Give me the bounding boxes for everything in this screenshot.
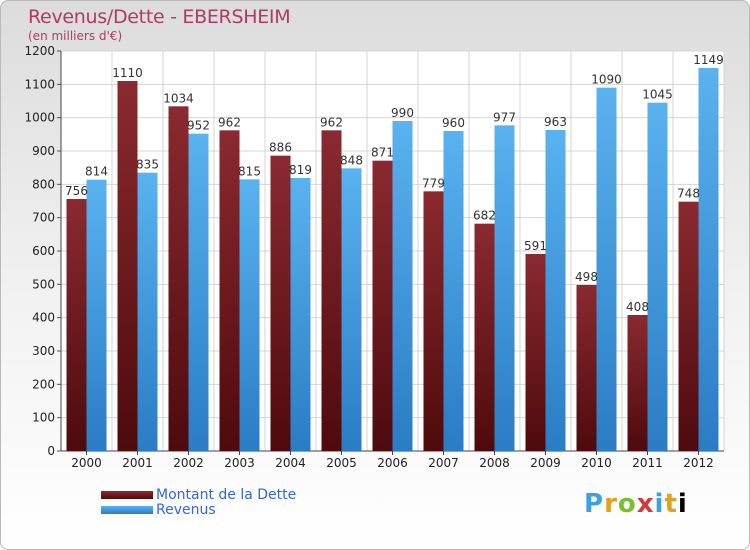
bar-debt	[678, 201, 699, 451]
y-tick-label: 500	[32, 277, 55, 291]
bar-debt	[270, 155, 291, 451]
logo-letter: x	[636, 489, 655, 519]
bar-revenue	[494, 125, 515, 451]
data-label-revenue: 848	[340, 153, 363, 167]
y-tick-label: 700	[32, 211, 55, 225]
legend: Montant de la Dette Revenus	[101, 486, 297, 518]
logo-letter: o	[617, 489, 637, 519]
data-label-debt: 886	[269, 141, 292, 155]
bar-revenue	[239, 179, 260, 452]
y-tick-label: 400	[32, 311, 55, 325]
data-label-revenue: 963	[544, 115, 567, 129]
data-label-debt: 682	[473, 209, 496, 223]
y-tick-label: 100	[32, 411, 55, 425]
proxiti-logo: Proxiti	[584, 489, 688, 519]
data-label-revenue: 814	[85, 165, 108, 179]
bar-debt	[321, 130, 342, 452]
data-label-revenue: 960	[442, 116, 465, 130]
y-tick-label: 800	[32, 177, 55, 191]
y-tick-label: 1100	[24, 77, 55, 91]
y-tick-label: 600	[32, 244, 55, 258]
bar-revenue	[86, 179, 107, 451]
label-layer: 756 814 1110 835 1034 952 962 815 886 819 962 848 87…	[65, 53, 724, 314]
logo-letter: i	[677, 489, 688, 519]
bar-revenue	[188, 133, 209, 451]
y-tick-label: 1200	[24, 44, 55, 58]
data-label-revenue: 990	[391, 106, 414, 120]
bar-debt	[576, 285, 597, 451]
data-label-debt: 1034	[163, 91, 194, 105]
x-tick-label: 2007	[428, 456, 459, 470]
data-label-revenue: 835	[136, 158, 159, 172]
bar-revenue	[392, 121, 413, 451]
bar-revenue	[698, 68, 719, 451]
data-label-debt: 871	[371, 146, 394, 160]
data-label-revenue: 952	[187, 119, 210, 133]
legend-item-revenue: Revenus	[101, 501, 296, 518]
legend-swatch-revenue	[101, 505, 153, 514]
legend-label-debt: Montant de la Dette	[156, 486, 297, 503]
data-label-debt: 756	[65, 184, 88, 198]
bar-layer	[66, 68, 719, 452]
data-label-revenue: 1090	[591, 73, 622, 87]
logo-letter: P	[584, 489, 605, 519]
data-label-debt: 748	[677, 187, 700, 201]
y-tick-label: 1000	[24, 111, 55, 125]
legend-swatch-debt	[101, 490, 153, 499]
x-tick-label: 2012	[683, 456, 714, 470]
data-label-revenue: 977	[493, 110, 516, 124]
bar-revenue	[137, 172, 158, 451]
data-label-debt: 408	[626, 300, 649, 314]
data-label-debt: 962	[320, 115, 343, 129]
bar-debt	[66, 199, 87, 451]
bar-debt	[372, 160, 393, 451]
data-label-revenue: 815	[238, 164, 261, 178]
bar-debt	[627, 315, 648, 451]
x-tick-label: 2006	[377, 456, 408, 470]
data-label-debt: 779	[422, 176, 445, 190]
x-tick-label: 2005	[326, 456, 357, 470]
logo-letter: i	[654, 489, 665, 519]
chart-title: Revenus/Dette - EBERSHEIM	[28, 6, 291, 28]
y-tick-label: 900	[32, 144, 55, 158]
logo-letter: t	[664, 489, 678, 519]
bar-debt	[423, 191, 444, 452]
bar-revenue	[341, 168, 362, 452]
x-tick-label: 2004	[275, 456, 306, 470]
bar-revenue	[290, 178, 311, 451]
data-label-debt: 591	[524, 239, 547, 253]
data-label-debt: 1110	[112, 66, 143, 80]
bar-debt	[168, 106, 189, 451]
legend-item-debt: Montant de la Dette	[101, 486, 297, 503]
x-tick-label: 2001	[122, 456, 153, 470]
bar-debt	[474, 223, 495, 451]
data-label-revenue: 1045	[642, 88, 673, 102]
data-label-revenue: 819	[289, 163, 312, 177]
x-tick-label: 2008	[479, 456, 510, 470]
data-label-debt: 962	[218, 115, 241, 129]
bar-revenue	[596, 87, 617, 452]
y-tick-label: 200	[32, 377, 55, 391]
chart-subtitle: (en milliers d'€)	[28, 29, 123, 43]
bar-debt	[525, 254, 546, 451]
x-tick-label: 2009	[530, 456, 561, 470]
x-tick-label: 2002	[173, 456, 204, 470]
x-tick-label: 2003	[224, 456, 255, 470]
logo-letter: r	[604, 489, 618, 519]
bar-revenue	[647, 102, 668, 452]
data-label-revenue: 1149	[693, 53, 724, 67]
x-tick-label: 2010	[581, 456, 612, 470]
bar-debt	[117, 81, 138, 451]
x-tick-label: 2000	[71, 456, 102, 470]
data-label-debt: 498	[575, 270, 598, 284]
legend-label-revenue: Revenus	[156, 501, 216, 518]
bar-debt	[219, 130, 240, 452]
bar-revenue	[545, 130, 566, 451]
y-tick-label: 0	[47, 444, 55, 458]
x-tick-label: 2011	[632, 456, 663, 470]
bar-revenue	[443, 131, 464, 451]
y-tick-label: 300	[32, 344, 55, 358]
